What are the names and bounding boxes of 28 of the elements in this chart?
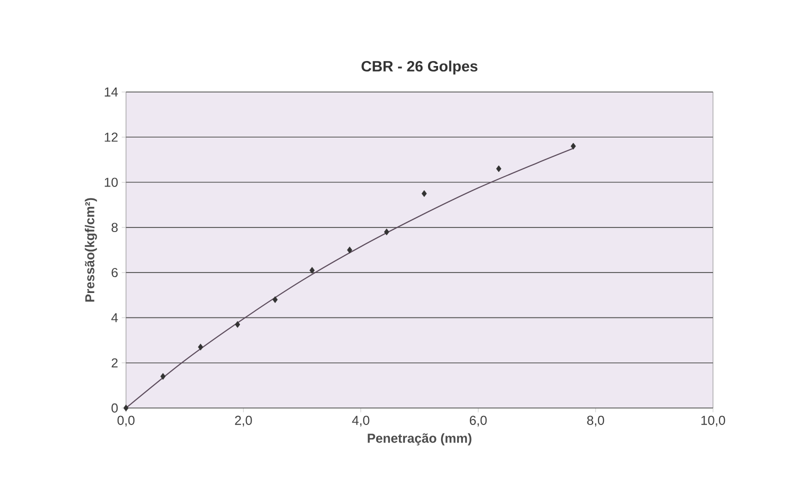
x-axis-title: Penetração (mm) [368, 433, 472, 446]
point [347, 246, 352, 254]
x-tick-label: 2,0 [235, 416, 252, 426]
y-tick-label: 12 [104, 132, 118, 142]
y-axis-title: Pressão(kgf/cm²) [84, 198, 97, 302]
y-tick-label: 4 [111, 313, 118, 322]
y-tick-label: 6 [112, 268, 118, 278]
point [384, 228, 390, 236]
point [570, 142, 576, 150]
point [160, 373, 166, 380]
point [496, 165, 502, 172]
x-tick-label: 8,0 [587, 416, 604, 426]
point [422, 190, 427, 197]
point [309, 266, 315, 274]
chart-title: CBR - 26 Golpes [362, 60, 478, 74]
point [234, 321, 240, 328]
y-tick-label: 0 [112, 403, 118, 413]
x-tick-label: 4,0 [352, 416, 370, 426]
x-tick-label: 10,0 [701, 416, 726, 426]
y-tick-label: 2 [112, 358, 118, 368]
y-tick-label: 14 [104, 88, 118, 96]
x-tick-label: 0,0 [118, 416, 135, 426]
y-tick-label: 8 [112, 222, 118, 232]
point [198, 344, 204, 350]
x-tick-label: 6,0 [470, 416, 487, 426]
y-tick-label: 10 [104, 178, 118, 187]
point [272, 296, 278, 304]
point [123, 404, 129, 412]
